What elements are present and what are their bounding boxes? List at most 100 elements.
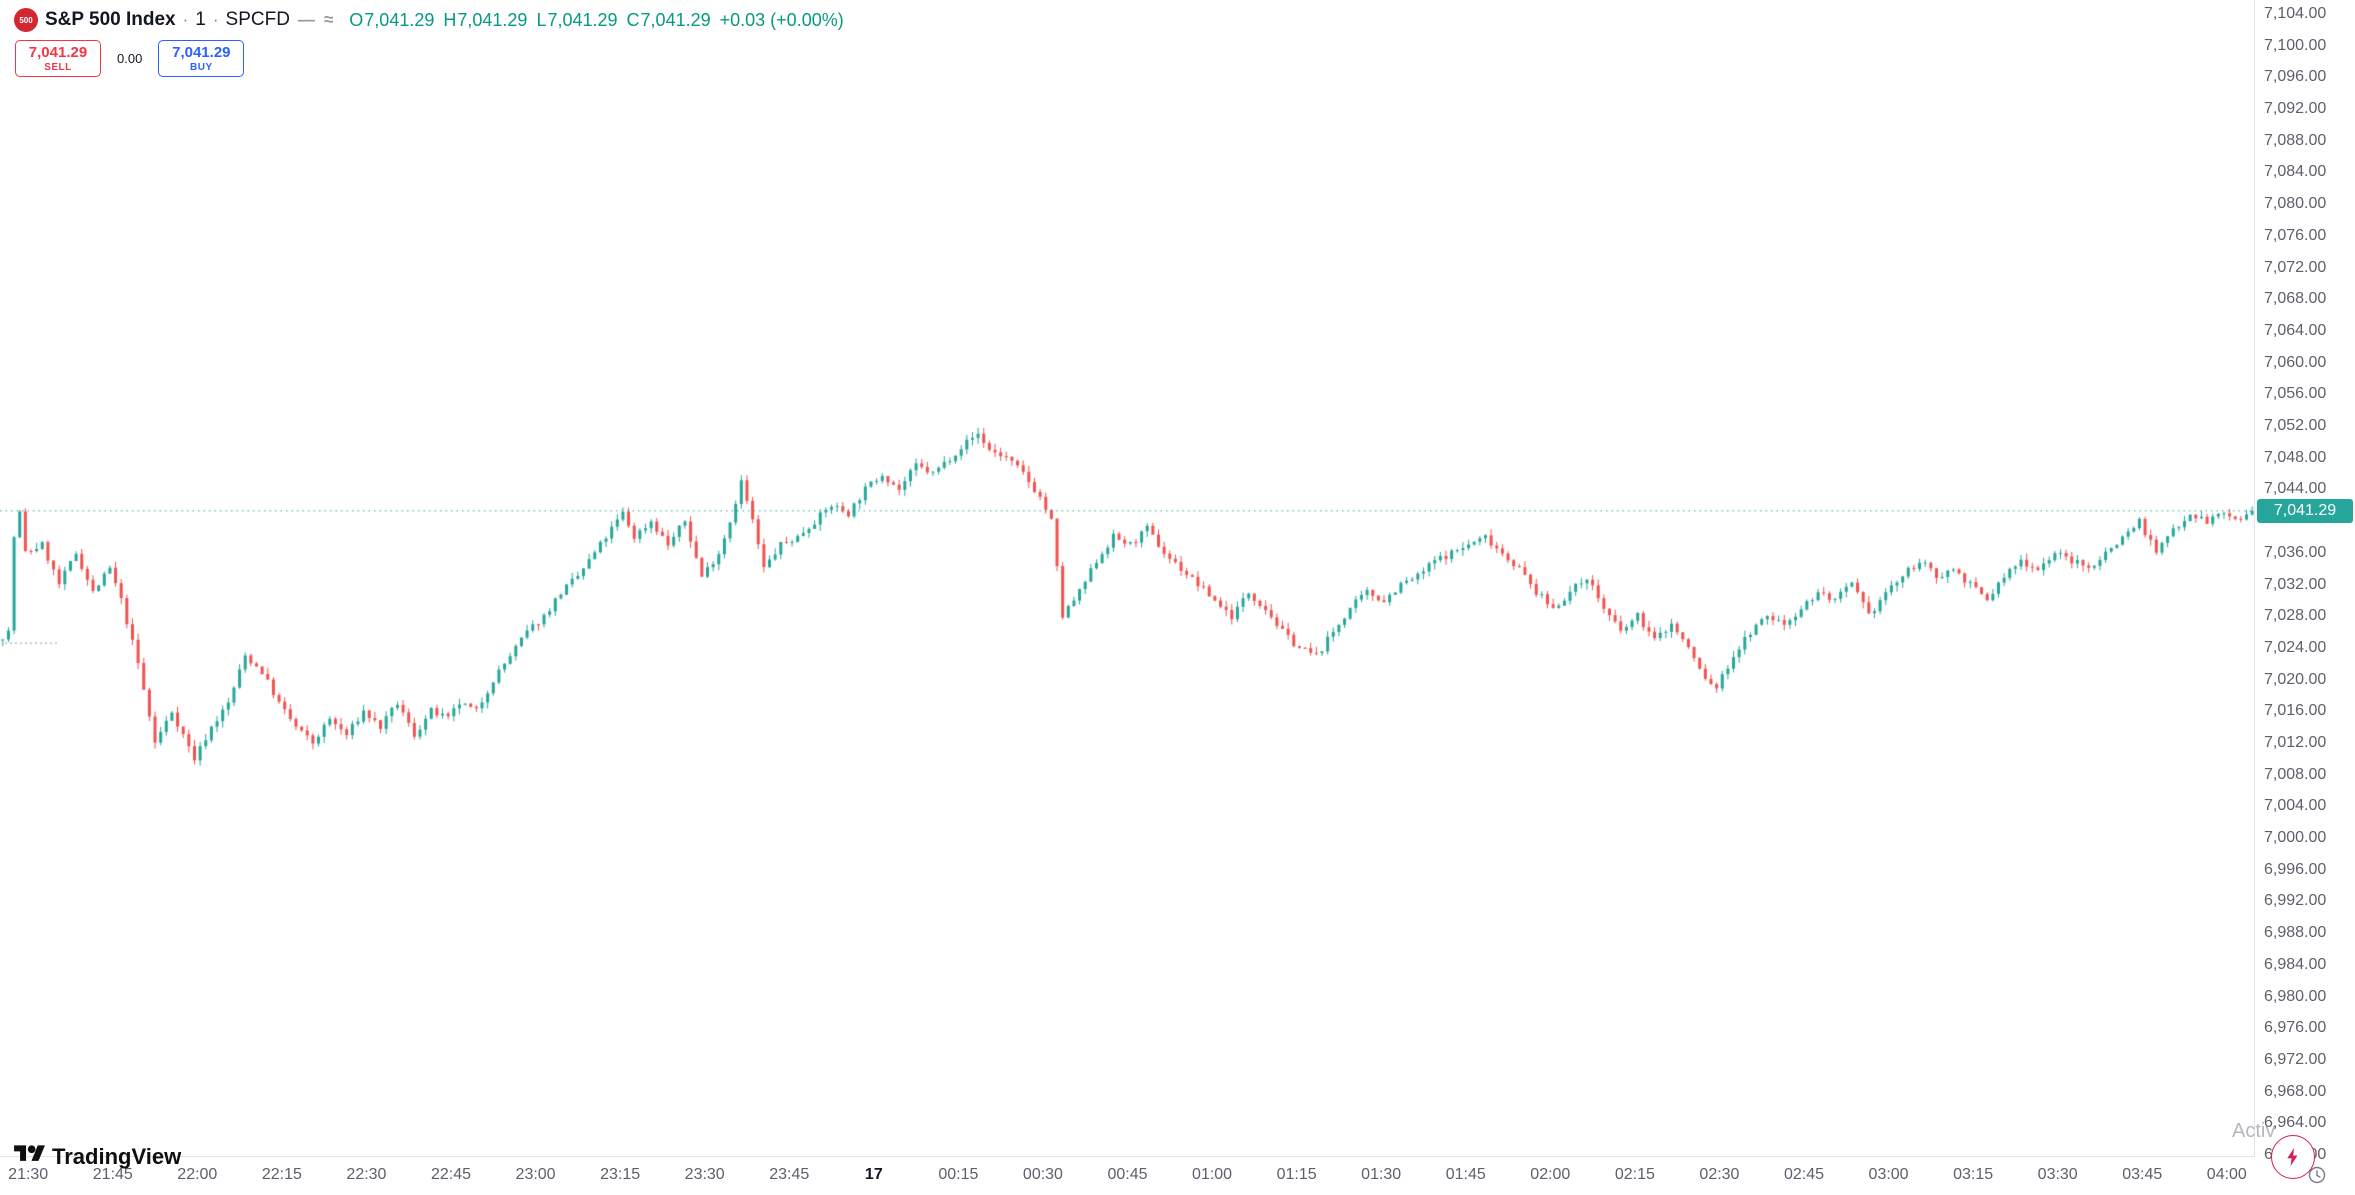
symbol-logo-icon[interactable]: 500	[14, 8, 38, 32]
price-tick: 7,032.00	[2264, 575, 2327, 593]
price-tick: 7,012.00	[2264, 733, 2327, 751]
exchange-label[interactable]: SPCFD	[225, 9, 290, 30]
price-tick: 6,976.00	[2264, 1019, 2327, 1037]
time-label: 01:45	[1445, 1166, 1486, 1183]
price-axis[interactable]: 7,041.29 7,104.00 7,100.00 7,096.00 7,092.0…	[2254, 0, 2355, 1163]
open-letter: O	[349, 9, 364, 30]
trade-panel: 7,041.29 SELL 0.00 7,041.29 BUY	[15, 40, 245, 77]
price-tick: 7,060.00	[2264, 353, 2327, 371]
time-label: 01:15	[1276, 1166, 1317, 1183]
price-tick: 7,044.00	[2264, 480, 2327, 498]
time-label: 03:45	[2122, 1166, 2163, 1183]
price-tick: 6,964.00	[2264, 1114, 2327, 1132]
tradingview-brand-text: TradingView	[52, 1143, 182, 1169]
clock-icon[interactable]	[2307, 1165, 2327, 1185]
time-label: 04:00	[2206, 1166, 2247, 1183]
time-label: 02:45	[1783, 1166, 1825, 1183]
time-axis[interactable]: 21:30 21:45 22:00 22:15 22:30 22:45 23:00 23:15…	[0, 1156, 2355, 1195]
price-tick: 7,096.00	[2264, 68, 2327, 86]
lightning-icon	[2287, 1147, 2298, 1167]
price-tick: 6,984.00	[2264, 955, 2327, 973]
ohlc-readout: O7,041.29 H7,041.29 L7,041.29 C7,041.29 …	[349, 10, 843, 31]
current-price-label: 7,041.29	[2257, 498, 2353, 523]
price-tick: 7,036.00	[2264, 543, 2327, 561]
price-tick: 7,064.00	[2264, 321, 2327, 339]
price-tick: 7,076.00	[2264, 226, 2327, 244]
time-label: 03:30	[2037, 1166, 2078, 1183]
time-label: 00:30	[1022, 1166, 1063, 1183]
price-tick: 7,004.00	[2264, 797, 2327, 815]
time-label: 23:30	[684, 1166, 725, 1183]
time-label: 22:00	[177, 1166, 218, 1183]
price-tick: 7,016.00	[2264, 702, 2327, 720]
time-label: 23:15	[600, 1166, 641, 1183]
close-letter: C	[626, 9, 640, 30]
change-value: +0.03 (+0.00%)	[719, 9, 844, 30]
buy-label: BUY	[190, 62, 213, 73]
time-label: 02:30	[1699, 1166, 1740, 1183]
time-label: 01:30	[1361, 1166, 1402, 1183]
time-label: 21:45	[92, 1166, 133, 1183]
price-tick: 7,056.00	[2264, 385, 2327, 403]
price-tick: 7,024.00	[2264, 638, 2327, 656]
interval-label[interactable]: 1	[195, 9, 206, 30]
spread-value: 0.00	[117, 51, 143, 66]
active-status-text: Activ	[2232, 1120, 2276, 1142]
time-label: 03:00	[1868, 1166, 1909, 1183]
separator-dot: ·	[182, 10, 189, 29]
time-label: 00:45	[1107, 1166, 1148, 1183]
buy-price: 7,041.29	[172, 44, 231, 61]
high-letter: H	[443, 9, 457, 30]
price-tick: 7,048.00	[2264, 448, 2327, 466]
price-tick: 7,088.00	[2264, 131, 2327, 149]
time-label: 22:30	[346, 1166, 387, 1183]
price-tick: 7,068.00	[2264, 290, 2327, 308]
price-tick: 6,992.00	[2264, 892, 2327, 910]
symbol-logo-text: 500	[19, 15, 33, 25]
time-label-day-marker: 17	[864, 1166, 883, 1183]
chart-plot-area[interactable]	[0, 0, 2255, 1157]
price-tick: 6,972.00	[2264, 1050, 2327, 1068]
candlestick-chart[interactable]	[0, 0, 2255, 1157]
time-label: 23:00	[515, 1166, 556, 1183]
symbol-legend: 500 S&P 500 Index · 1 · SPCFD — ≈ O7,041…	[14, 8, 844, 32]
dash-icon[interactable]: —	[297, 10, 315, 29]
low-value: 7,041.29	[547, 9, 618, 30]
price-tick: 6,988.00	[2264, 924, 2327, 942]
lightning-button[interactable]	[2271, 1135, 2315, 1179]
price-tick: 7,084.00	[2264, 163, 2327, 181]
price-tick: 7,104.00	[2264, 5, 2327, 22]
time-label: 00:15	[938, 1166, 979, 1183]
sell-price: 7,041.29	[28, 44, 88, 61]
sell-button[interactable]: 7,041.29 SELL	[15, 40, 101, 77]
waves-icon[interactable]: ≈	[323, 10, 334, 29]
time-label: 22:15	[261, 1166, 302, 1183]
price-tick: 7,000.00	[2264, 829, 2327, 847]
buy-button[interactable]: 7,041.29 BUY	[158, 40, 245, 77]
time-label: 03:15	[1953, 1166, 1994, 1183]
price-tick: 7,092.00	[2264, 100, 2327, 118]
tradingview-watermark[interactable]: TradingView	[14, 1142, 181, 1171]
price-tick: 7,072.00	[2264, 258, 2327, 276]
price-tick: 7,100.00	[2264, 36, 2327, 54]
open-value: 7,041.29	[364, 9, 435, 30]
price-tick: 7,028.00	[2264, 607, 2327, 625]
separator-dot: ·	[212, 10, 219, 29]
price-tick: 7,080.00	[2264, 195, 2327, 213]
high-value: 7,041.29	[457, 9, 528, 30]
sell-label: SELL	[44, 62, 72, 73]
low-letter: L	[536, 9, 547, 30]
price-tick: 6,980.00	[2264, 987, 2327, 1005]
price-tick: 7,020.00	[2264, 670, 2327, 688]
close-value: 7,041.29	[640, 9, 711, 30]
tradingview-logo-icon	[14, 1142, 45, 1171]
time-label: 02:00	[1530, 1166, 1571, 1183]
time-label: 01:00	[1192, 1166, 1233, 1183]
time-label: 23:45	[769, 1166, 810, 1183]
time-label: 22:45	[430, 1166, 472, 1183]
price-tick: 7,052.00	[2264, 417, 2327, 435]
price-tick: 7,008.00	[2264, 765, 2327, 783]
price-tick: 6,996.00	[2264, 860, 2327, 878]
symbol-title[interactable]: S&P 500 Index	[45, 9, 176, 30]
time-label: 02:15	[1614, 1166, 1655, 1183]
